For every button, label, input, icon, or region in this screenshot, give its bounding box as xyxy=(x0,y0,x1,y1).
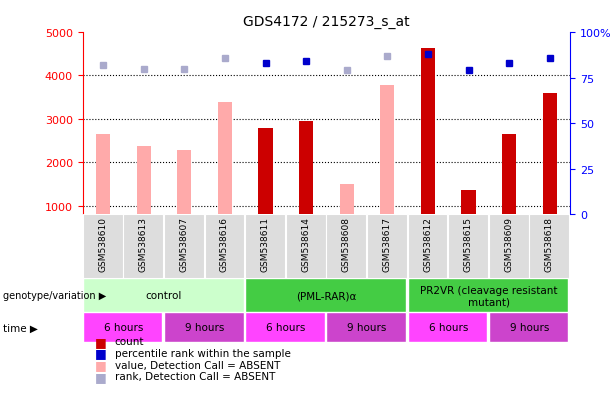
Bar xyxy=(421,49,435,215)
Text: GSM538611: GSM538611 xyxy=(261,217,270,272)
Bar xyxy=(462,190,476,215)
Bar xyxy=(380,86,394,215)
Text: GSM538618: GSM538618 xyxy=(545,217,554,272)
Bar xyxy=(502,135,516,215)
Text: rank, Detection Call = ABSENT: rank, Detection Call = ABSENT xyxy=(115,371,275,381)
Text: count: count xyxy=(115,337,144,347)
Bar xyxy=(299,121,313,215)
Bar xyxy=(245,279,406,313)
Bar xyxy=(489,313,568,342)
Bar xyxy=(164,313,243,342)
Bar xyxy=(245,313,325,342)
Title: GDS4172 / 215273_s_at: GDS4172 / 215273_s_at xyxy=(243,15,409,29)
Bar xyxy=(123,215,163,279)
Bar xyxy=(83,313,162,342)
Text: GSM538614: GSM538614 xyxy=(301,217,310,271)
Text: control: control xyxy=(146,291,182,301)
Text: ■: ■ xyxy=(95,347,107,360)
Text: GSM538608: GSM538608 xyxy=(342,217,351,272)
Bar xyxy=(448,215,488,279)
Bar xyxy=(408,313,487,342)
Bar xyxy=(83,215,123,279)
Bar xyxy=(177,151,191,215)
Bar xyxy=(367,215,407,279)
Bar xyxy=(408,215,447,279)
Bar xyxy=(96,135,110,215)
Bar xyxy=(218,102,232,215)
Bar xyxy=(543,94,557,215)
Text: GSM538612: GSM538612 xyxy=(423,217,432,271)
Text: GSM538613: GSM538613 xyxy=(139,217,148,272)
Bar xyxy=(83,279,243,313)
Text: GSM538616: GSM538616 xyxy=(220,217,229,272)
Text: GSM538610: GSM538610 xyxy=(98,217,107,272)
Bar xyxy=(326,313,406,342)
Text: time ▶: time ▶ xyxy=(3,323,38,332)
Bar xyxy=(259,129,273,215)
Text: GSM538617: GSM538617 xyxy=(383,217,392,272)
Bar xyxy=(489,215,528,279)
Text: 6 hours: 6 hours xyxy=(428,323,468,332)
Text: genotype/variation ▶: genotype/variation ▶ xyxy=(3,291,106,301)
Text: 9 hours: 9 hours xyxy=(510,323,549,332)
Text: 9 hours: 9 hours xyxy=(185,323,224,332)
Text: ■: ■ xyxy=(95,358,107,371)
Bar xyxy=(326,215,366,279)
Text: value, Detection Call = ABSENT: value, Detection Call = ABSENT xyxy=(115,360,280,370)
Text: GSM538609: GSM538609 xyxy=(504,217,513,272)
Text: ■: ■ xyxy=(95,335,107,348)
Bar xyxy=(340,185,354,215)
Text: ■: ■ xyxy=(95,370,107,383)
Text: percentile rank within the sample: percentile rank within the sample xyxy=(115,348,291,358)
Text: (PML-RAR)α: (PML-RAR)α xyxy=(296,291,357,301)
Bar xyxy=(530,215,569,279)
Text: GSM538607: GSM538607 xyxy=(180,217,188,272)
Text: 6 hours: 6 hours xyxy=(104,323,143,332)
Bar xyxy=(408,279,568,313)
Text: PR2VR (cleavage resistant
mutant): PR2VR (cleavage resistant mutant) xyxy=(420,285,558,306)
Bar xyxy=(164,215,204,279)
Bar xyxy=(205,215,245,279)
Bar xyxy=(286,215,326,279)
Text: 9 hours: 9 hours xyxy=(348,323,387,332)
Bar xyxy=(137,146,151,215)
Text: GSM538615: GSM538615 xyxy=(463,217,473,272)
Bar xyxy=(245,215,285,279)
Text: 6 hours: 6 hours xyxy=(266,323,305,332)
